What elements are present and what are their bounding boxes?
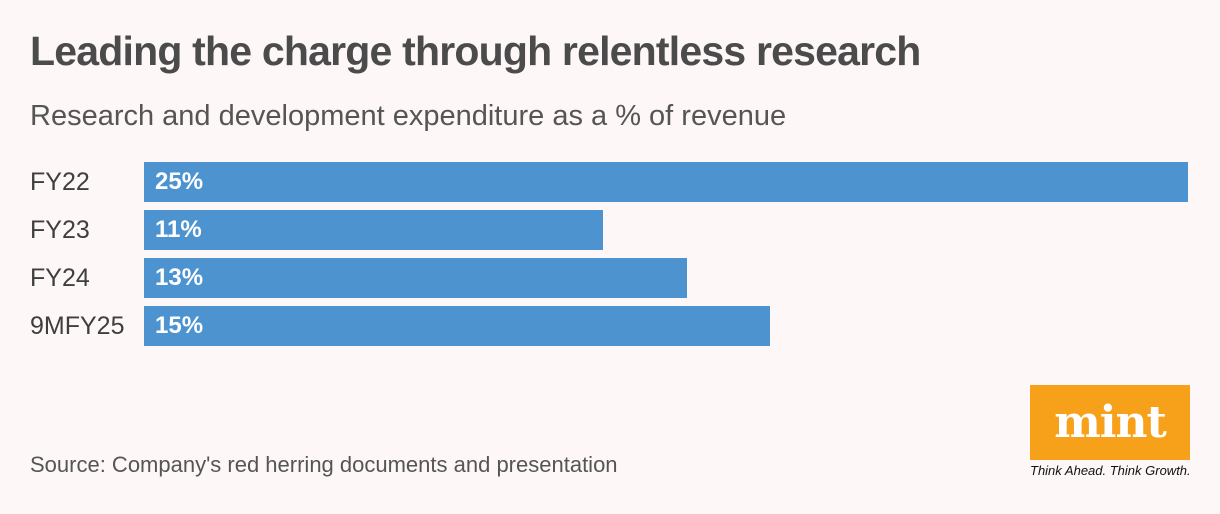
data-label: 11% (155, 216, 202, 243)
category-label: FY22 (30, 168, 90, 196)
category-label: 9MFY25 (30, 312, 125, 340)
mint-logo: mint (1030, 385, 1190, 460)
logo-text: mint (1054, 397, 1167, 448)
source-note: Source: Company's red herring documents … (30, 452, 618, 477)
bar-chart: FY22 25% FY23 11% FY24 13% 9MFY25 15% (0, 158, 1220, 358)
data-label: 15% (155, 312, 204, 339)
data-label: 25% (155, 168, 204, 195)
bar-9mfy25 (144, 306, 771, 346)
bar-fy24 (144, 258, 687, 298)
category-label: FY24 (30, 264, 90, 292)
chart-subtitle: Research and development expenditure as … (30, 100, 787, 132)
bar-fy23 (144, 210, 604, 250)
data-label: 13% (155, 264, 204, 291)
category-label: FY23 (30, 216, 90, 244)
logo-tagline: Think Ahead. Think Growth. (1030, 463, 1191, 478)
chart-title: Leading the charge through relentless re… (30, 28, 921, 74)
bar-fy22 (144, 162, 1188, 202)
